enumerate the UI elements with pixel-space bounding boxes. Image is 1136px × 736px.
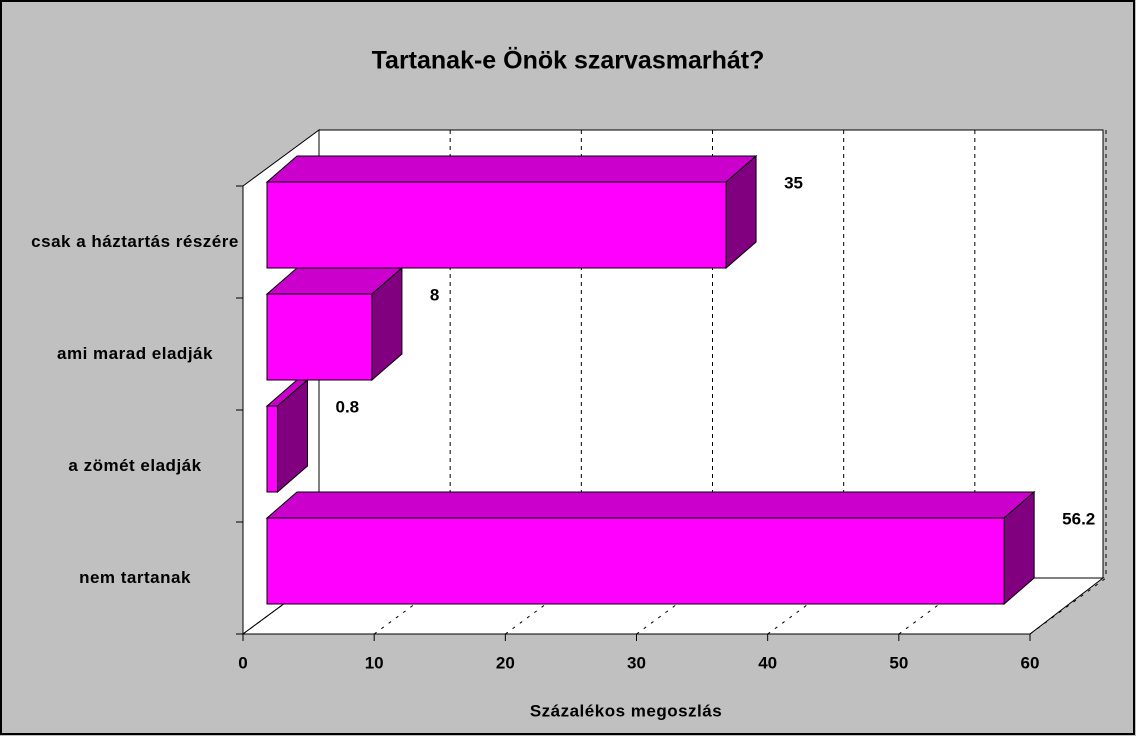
floor-grid-line — [1029, 577, 1107, 635]
bar — [266, 517, 1005, 605]
floor-grid-line — [636, 577, 713, 635]
floor-grid-line — [505, 577, 582, 635]
x-tick-label: 0 — [238, 653, 247, 672]
y-tick-label: csak a háztartás részére — [31, 232, 239, 251]
bar — [266, 405, 278, 493]
value-label: 8 — [430, 285, 439, 304]
x-axis-label: Százalékos megoszlás — [530, 701, 722, 720]
x-tick-label: 60 — [1021, 653, 1040, 672]
bar-top — [265, 491, 1036, 519]
x-tick-label: 10 — [365, 653, 384, 672]
floor-grid-line — [373, 577, 451, 635]
value-label: 0.8 — [335, 397, 359, 416]
floor-grid-line — [898, 577, 976, 635]
x-tick-label: 40 — [758, 653, 777, 672]
value-label: 35 — [784, 173, 803, 192]
y-tick-label: a zömét eladják — [68, 456, 202, 475]
bar — [266, 181, 727, 269]
chart-title: Tartanak-e Önök szarvasmarhát? — [372, 46, 765, 75]
bar — [266, 293, 373, 381]
floor-grid-line — [242, 577, 320, 635]
y-tick-label: ami marad eladják — [57, 344, 213, 363]
x-tick-label: 20 — [496, 653, 515, 672]
x-tick-label: 50 — [889, 653, 908, 672]
value-label: 56.2 — [1062, 509, 1095, 528]
x-tick-label: 30 — [627, 653, 646, 672]
bar-top — [265, 155, 758, 183]
floor-grid-line — [767, 577, 844, 635]
y-tick-label: nem tartanak — [79, 568, 191, 587]
